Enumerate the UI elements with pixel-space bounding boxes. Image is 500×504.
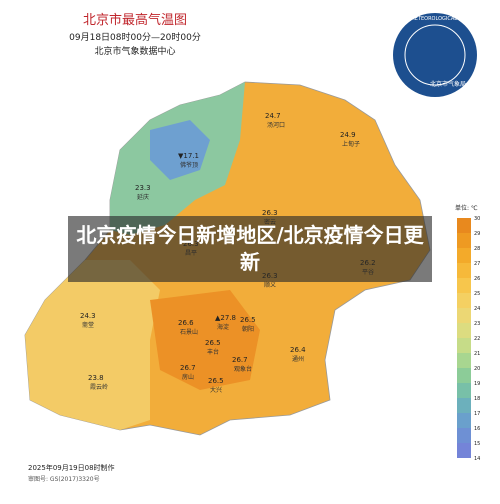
station-value: 26.3 (262, 209, 278, 217)
legend-swatch (457, 413, 471, 428)
logo: BEIJING METEOROLOGICAL SERVICE 北京市气象局 (390, 13, 480, 97)
station-name: 通州 (292, 355, 304, 363)
station-value: ▼17.1 (178, 152, 199, 160)
station-value: 26.7 (232, 356, 248, 364)
station-value: ▲27.8 (215, 314, 236, 322)
legend-tick-label: 17 (474, 411, 480, 417)
legend-tick-label: 21 (474, 351, 480, 357)
map-cold-region (150, 120, 210, 180)
legend-unit: 单位: ℃ (455, 204, 478, 212)
legend-tick-label: 20 (474, 366, 480, 372)
source: 北京市气象数据中心 (94, 45, 175, 57)
station-value: 26.5 (240, 316, 256, 324)
station-name: 海淀 (217, 323, 229, 331)
station-name: 房山 (182, 373, 194, 381)
station-name: 佛爷顶 (180, 161, 198, 169)
legend-swatch (457, 278, 471, 293)
legend-swatch (457, 308, 471, 323)
station-name: 斋堂 (82, 321, 94, 329)
title: 北京市最高气温图 (83, 12, 187, 28)
footer-approval: 审图号: GS(2017)3320号 (28, 475, 100, 483)
footer-made: 2025年09月19日08时制作 (28, 463, 115, 472)
legend-swatch (457, 398, 471, 413)
legend-swatch (457, 383, 471, 398)
legend-swatch (457, 293, 471, 308)
station-name: 朝阳 (242, 325, 254, 333)
station-value: 26.7 (180, 364, 196, 372)
legend-swatch (457, 443, 471, 458)
legend-tick-label: 30 (474, 216, 480, 222)
legend-swatch (457, 263, 471, 278)
overlay-box: 北京疫情今日新增地区/北京疫情今日更新 (76, 223, 424, 274)
legend-swatch (457, 323, 471, 338)
station-name: 霞云岭 (90, 383, 108, 391)
overlay-banner (68, 216, 432, 282)
logo-ring (404, 24, 466, 86)
station-value: 24.7 (265, 112, 281, 120)
legend-tick-label: 25 (474, 291, 480, 297)
station-name: 石景山 (180, 328, 198, 336)
legend-tick-label: 19 (474, 381, 480, 387)
station-value: 26.5 (205, 339, 221, 347)
station-value: 26.6 (178, 319, 194, 327)
map-urban-region (150, 290, 260, 390)
legend-swatch (457, 248, 471, 263)
legend-tick-label: 27 (474, 261, 480, 267)
legend-swatch (457, 428, 471, 443)
legend-swatch (457, 218, 471, 233)
legend-swatch (457, 233, 471, 248)
station-name: 观象台 (234, 365, 252, 373)
legend-tick-label: 29 (474, 231, 480, 237)
legend-swatch (457, 338, 471, 353)
legend-tick-label: 28 (474, 246, 480, 252)
legend: 30 29 28 27 26 25 24 23 22 21 20 19 18 17 16 15 14 (457, 216, 480, 462)
station-value: 23.3 (135, 184, 151, 192)
legend-swatch (457, 353, 471, 368)
logo-en: BEIJING METEOROLOGICAL SERVICE (390, 16, 480, 22)
legend-tick-label: 15 (474, 441, 480, 447)
station-value: 24.9 (340, 131, 356, 139)
station-name: 汤河口 (267, 121, 285, 129)
legend-tick-label: 23 (474, 321, 480, 327)
legend-tick-label: 26 (474, 276, 480, 282)
station-name: 延庆 (137, 193, 149, 201)
legend-tick-label: 22 (474, 336, 480, 342)
legend-tick-label: 24 (474, 306, 480, 312)
station-name: 顺义 (264, 282, 276, 289)
station-name: 大兴 (210, 386, 222, 394)
overlay-text: 北京疫情今日新增地区/北京疫情今日更新 (76, 223, 424, 274)
legend-swatch (457, 368, 471, 383)
station-value: 24.3 (80, 312, 96, 320)
legend-tick-label: 16 (474, 426, 480, 432)
station-name: 丰台 (207, 348, 219, 356)
station-name: 上甸子 (342, 140, 360, 148)
map-southwest-region (25, 260, 160, 430)
station-value: 26.5 (208, 377, 224, 385)
legend-tick-label: 18 (474, 396, 480, 402)
period: 09月18日08时00分—20时00分 (69, 31, 201, 43)
station-value: 26.4 (290, 346, 306, 354)
logo-cn: 北京市气象局 (430, 80, 466, 88)
legend-tick-label: 14 (474, 456, 480, 462)
station-value: 23.8 (88, 374, 104, 382)
